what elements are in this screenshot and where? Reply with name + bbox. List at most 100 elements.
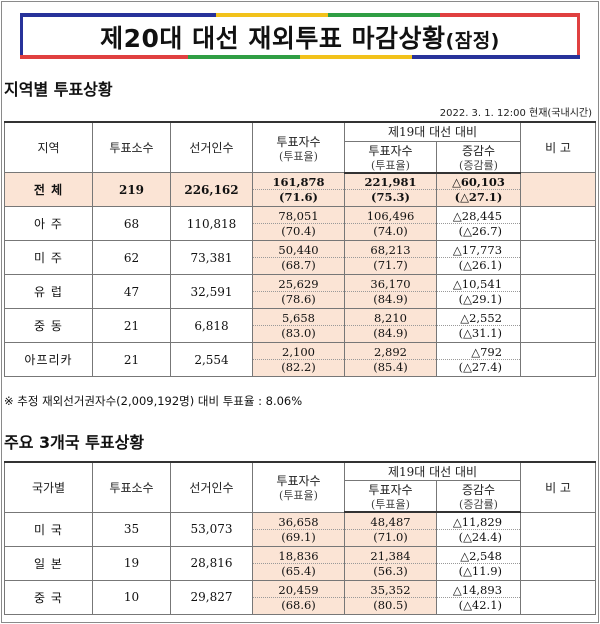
header-region: 지역	[4, 121, 93, 173]
votes-cell: 78,051 (70.4)	[252, 206, 345, 241]
voter-count: 2,554	[170, 342, 253, 377]
prev-votes-cell: 68,213 (71.7)	[344, 240, 437, 275]
note-cell	[520, 206, 597, 241]
prev-votes-cell: 21,384 (56.3)	[344, 545, 437, 581]
polling-count: 68	[92, 206, 171, 241]
region-name: 중 동	[4, 308, 93, 343]
note-cell	[520, 342, 597, 377]
polling-count: 21	[92, 308, 171, 343]
prev-votes-cell: 106,496 (74.0)	[344, 206, 437, 241]
table-row: 미 국 35 53,073 36,658 (69.1) 48,487 (71.0) …	[4, 511, 597, 547]
header-votes: 투표자수 (투표율)	[252, 121, 345, 173]
diff-cell: △28,445 (△26.7)	[435, 206, 522, 241]
diff-cell: △14,893 (△42.1)	[435, 579, 522, 615]
header-prev-votes: 투표자수 (투표율)	[344, 140, 437, 174]
polling-count: 62	[92, 240, 171, 275]
prev-votes-cell: 8,210 (84.9)	[344, 308, 437, 343]
votes-cell: 5,658 (83.0)	[252, 308, 345, 343]
header-voters: 선거인수	[170, 121, 253, 173]
region-name: 아 주	[4, 206, 93, 241]
diff-cell: △792 (△27.4)	[435, 342, 522, 377]
voter-count: 110,818	[170, 206, 253, 241]
table-row: 유 럽 47 32,591 25,629 (78.6) 36,170 (84.9) …	[4, 274, 597, 309]
note-cell	[520, 308, 597, 343]
banner-bottom-stripe	[20, 55, 580, 59]
country-name: 일 본	[4, 545, 93, 581]
polling-count: 19	[92, 545, 171, 581]
header-votes: 투표자수 (투표율)	[252, 461, 345, 513]
header-polling: 투표소수	[92, 121, 171, 173]
table-row: 중 동 21 6,818 5,658 (83.0) 8,210 (84.9) △2,…	[4, 308, 597, 343]
header-note: 비 고	[520, 121, 597, 173]
title-suffix: (잠정)	[445, 30, 500, 52]
table-row: 아 주 68 110,818 78,051 (70.4) 106,496 (74.0…	[4, 206, 597, 241]
votes-cell: 2,100 (82.2)	[252, 342, 345, 377]
banner-top-stripe	[20, 13, 580, 17]
country-name: 미 국	[4, 511, 93, 547]
voter-count: 226,162	[170, 172, 253, 207]
table-row: 미 주 62 73,381 50,440 (68.7) 68,213 (71.7) …	[4, 240, 597, 275]
header-compare: 제19대 대선 대비	[343, 461, 522, 481]
banner-right-stripe	[577, 17, 580, 55]
header-polling: 투표소수	[92, 461, 171, 513]
votes-cell: 18,836 (65.4)	[252, 545, 345, 581]
prev-votes-cell: 48,487 (71.0)	[344, 511, 437, 547]
votes-cell: 50,440 (68.7)	[252, 240, 345, 275]
diff-cell: △2,548 (△11.9)	[435, 545, 522, 581]
footnote: ※ 추정 재외선거권자수(2,009,192명) 대비 투표율 : 8.06%	[4, 394, 303, 408]
section2-title: 주요 3개국 투표상황	[4, 433, 145, 452]
region-name: 유 럽	[4, 274, 93, 309]
report-date: 2022. 3. 1. 12:00 현재(국내시간)	[439, 108, 592, 119]
diff-cell: △2,552 (△31.1)	[435, 308, 522, 343]
region-name: 전 체	[4, 172, 93, 207]
votes-cell: 25,629 (78.6)	[252, 274, 345, 309]
header-country: 국가별	[4, 461, 93, 513]
note-cell	[520, 240, 597, 275]
diff-cell: △10,541 (△29.1)	[435, 274, 522, 309]
table-row: 아프리카 21 2,554 2,100 (82.2) 2,892 (85.4) △7…	[4, 342, 597, 377]
header-note: 비 고	[520, 461, 597, 513]
prev-votes-cell: 221,981 (75.3)	[344, 172, 437, 207]
votes-cell: 20,459 (68.6)	[252, 579, 345, 615]
region-table: 지역 투표소수 선거인수 투표자수 (투표율) 제19대 대선 대비 비 고 투표…	[4, 121, 597, 377]
page-title: 제20대 대선 재외투표 마감상황(잠정)	[20, 19, 580, 55]
note-cell	[520, 274, 597, 309]
votes-cell: 36,658 (69.1)	[252, 511, 345, 547]
section1-title: 지역별 투표상황	[4, 80, 113, 99]
country-name: 중 국	[4, 579, 93, 615]
polling-count: 10	[92, 579, 171, 615]
table-row: 중 국 10 29,827 20,459 (68.6) 35,352 (80.5) …	[4, 579, 597, 615]
diff-cell: △11,829 (△24.4)	[435, 511, 522, 547]
region-name: 미 주	[4, 240, 93, 275]
voter-count: 6,818	[170, 308, 253, 343]
table-row: 전 체 219 226,162 161,878 (71.6) 221,981 (75…	[4, 172, 597, 207]
votes-cell: 161,878 (71.6)	[252, 172, 345, 207]
header-diff: 증감수 (증감률)	[435, 480, 522, 513]
diff-cell: △17,773 (△26.1)	[435, 240, 522, 275]
header-compare: 제19대 대선 대비	[343, 121, 522, 142]
voter-count: 53,073	[170, 511, 253, 547]
header-voters: 선거인수	[170, 461, 253, 513]
polling-count: 219	[92, 172, 171, 207]
polling-count: 35	[92, 511, 171, 547]
header-diff: 증감수 (증감률)	[435, 140, 522, 174]
diff-cell: △60,103 (△27.1)	[435, 172, 522, 207]
prev-votes-cell: 36,170 (84.9)	[344, 274, 437, 309]
country-table: 국가별 투표소수 선거인수 투표자수 (투표율) 제19대 대선 대비 비 고 투…	[4, 461, 597, 615]
polling-count: 21	[92, 342, 171, 377]
banner-left-stripe	[20, 17, 23, 55]
note-cell	[520, 579, 597, 615]
title-banner: 제20대 대선 재외투표 마감상황(잠정)	[20, 13, 580, 59]
note-cell	[520, 545, 597, 581]
header-prev-votes: 투표자수 (투표율)	[344, 480, 437, 513]
note-cell	[520, 511, 597, 547]
polling-count: 47	[92, 274, 171, 309]
title-main: 제20대 대선 재외투표 마감상황	[100, 24, 446, 53]
voter-count: 32,591	[170, 274, 253, 309]
table-row: 일 본 19 28,816 18,836 (65.4) 21,384 (56.3) …	[4, 545, 597, 581]
prev-votes-cell: 35,352 (80.5)	[344, 579, 437, 615]
note-cell	[520, 172, 597, 207]
region-name: 아프리카	[4, 342, 93, 377]
voter-count: 29,827	[170, 579, 253, 615]
